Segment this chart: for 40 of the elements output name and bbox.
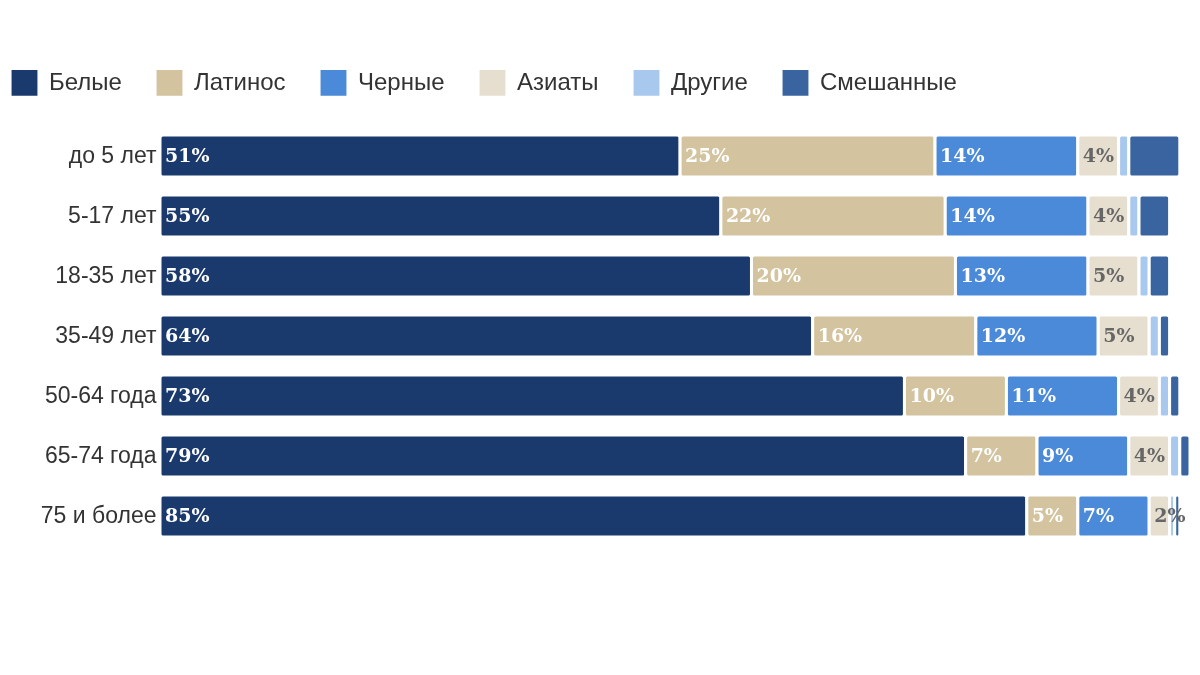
data-label: 5%	[1031, 504, 1064, 526]
data-label: 16%	[817, 324, 863, 346]
legend-label: Другие	[671, 67, 748, 95]
data-label: 10%	[909, 384, 954, 406]
data-label: 73%	[165, 384, 210, 406]
data-label: 58%	[165, 264, 210, 286]
y-tick-label: 75 и более	[40, 502, 157, 528]
legend-label: Азиаты	[517, 67, 599, 95]
y-tick-label: 5-17 лет	[68, 202, 157, 228]
data-label: 85%	[165, 504, 210, 526]
y-tick-label: до 5 лет	[68, 142, 157, 168]
data-label: 13%	[960, 264, 1005, 286]
data-label: 55%	[165, 204, 210, 226]
data-label: 22%	[725, 204, 771, 226]
legend-label: Смешанные	[820, 67, 957, 95]
data-label: 14%	[940, 144, 985, 166]
data-label: 4%	[1093, 204, 1125, 226]
data-label: 51%	[165, 144, 210, 166]
data-label: 5%	[1103, 324, 1135, 346]
data-label: 7%	[1082, 504, 1115, 526]
data-label: 5%	[1093, 264, 1125, 286]
data-label: 25%	[685, 144, 730, 166]
data-label: 4%	[1123, 384, 1155, 406]
data-label: 64%	[165, 324, 210, 346]
data-label: 4%	[1133, 444, 1166, 466]
legend-label: Черные	[358, 67, 445, 95]
data-label: 4%	[1082, 144, 1115, 166]
data-label: 79%	[165, 444, 210, 466]
data-label: 9%	[1042, 444, 1074, 466]
data-label: 14%	[950, 204, 995, 226]
y-tick-label: 35-49 лет	[55, 322, 157, 348]
y-tick-label: 65-74 года	[44, 442, 157, 468]
data-label: 12%	[980, 324, 1026, 346]
y-tick-label: 50-64 года	[44, 382, 157, 408]
y-tick-label: 18-35 лет	[55, 262, 157, 288]
data-label: 20%	[756, 264, 801, 286]
legend-label: Белые	[49, 67, 122, 95]
data-label: 11%	[1011, 384, 1056, 406]
data-label: 7%	[970, 444, 1002, 466]
legend-label: Латинос	[194, 67, 286, 95]
